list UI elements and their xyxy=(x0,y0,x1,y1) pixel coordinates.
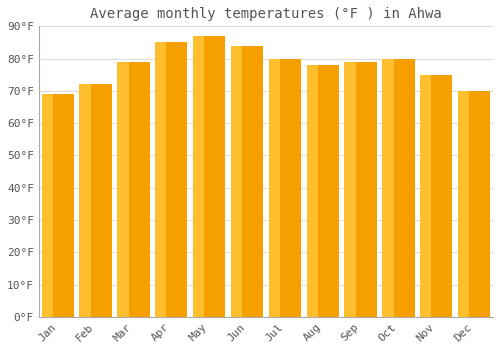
Bar xyxy=(155,42,166,317)
Bar xyxy=(193,36,225,317)
Bar xyxy=(269,58,280,317)
Bar xyxy=(269,58,301,317)
Bar xyxy=(118,62,150,317)
Bar xyxy=(155,42,188,317)
Bar xyxy=(118,62,128,317)
Bar xyxy=(306,65,339,317)
Bar xyxy=(80,84,91,317)
Bar xyxy=(42,94,74,317)
Bar xyxy=(458,91,469,317)
Bar xyxy=(231,46,242,317)
Bar xyxy=(420,75,432,317)
Bar xyxy=(231,46,263,317)
Bar xyxy=(344,62,356,317)
Bar xyxy=(382,58,394,317)
Bar xyxy=(420,75,452,317)
Bar xyxy=(42,94,53,317)
Bar xyxy=(458,91,490,317)
Bar xyxy=(306,65,318,317)
Bar xyxy=(344,62,376,317)
Title: Average monthly temperatures (°F ) in Ahwa: Average monthly temperatures (°F ) in Ah… xyxy=(90,7,442,21)
Bar xyxy=(193,36,204,317)
Bar xyxy=(80,84,112,317)
Bar xyxy=(382,58,414,317)
